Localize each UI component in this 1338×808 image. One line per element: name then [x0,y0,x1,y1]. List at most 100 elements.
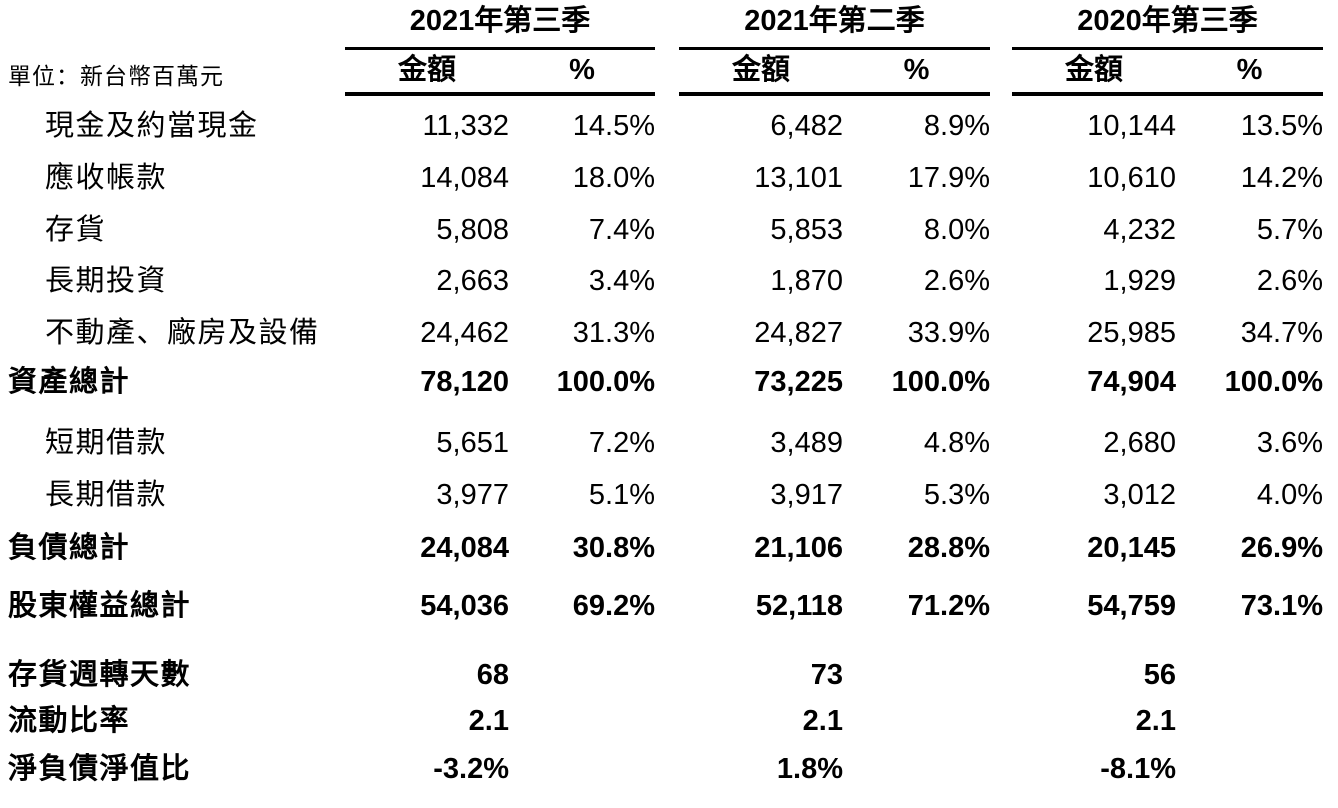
percent-value: 5.3% [923,479,990,511]
amount-value: 3,489 [770,427,843,459]
quarter-cell-group: 3,012 4.0% [1012,469,1323,521]
quarter-cell-group: 52,118 71.2% [679,580,990,632]
percent-value: 3.4% [588,265,655,297]
amount-column-header: 金額 [1064,54,1123,86]
amount-value: 2.1 [468,705,509,737]
quarter-cell-group: 14,084 18.0% [345,152,655,204]
amount-value: 1,929 [1103,265,1176,297]
row-label: 淨負債淨值比 [8,753,192,785]
header-rule-bottom [345,92,655,96]
quarter-cell-group: 1,870 2.6% [679,255,990,307]
quarter-cell-group: 3,489 4.8% [679,417,990,469]
table-row: 股東權益總計 54,036 69.2% 52,118 71.2% 54,759 … [0,580,1338,632]
percent-value: 3.6% [1256,427,1323,459]
row-label: 流動比率 [8,705,131,737]
row-label: 應收帳款 [45,162,168,194]
quarter-column-header: 2021年第三季 金額 % [345,0,655,96]
quarter-column-header: 2020年第三季 金額 % [1012,0,1323,96]
row-label: 長期投資 [45,265,168,297]
quarter-column-header: 2021年第二季 金額 % [679,0,990,96]
row-label: 不動產、廠房及設備 [45,317,320,349]
percent-value: 34.7% [1240,317,1323,349]
quarter-cell-group: 4,232 5.7% [1012,204,1323,256]
quarter-cell-group: 2,680 3.6% [1012,417,1323,469]
quarter-cell-group: 3,977 5.1% [345,469,655,521]
percent-value: 73.1% [1240,590,1323,622]
quarter-cell-group: -8.1% [1012,743,1323,795]
quarter-cell-group: 2,663 3.4% [345,255,655,307]
quarter-cell-group: 13,101 17.9% [679,152,990,204]
quarter-cell-group: 5,808 7.4% [345,204,655,256]
amount-value: 3,977 [436,479,509,511]
percent-column-header: % [903,54,930,86]
quarter-title: 2021年第二季 [744,5,925,37]
amount-value: 56 [1143,659,1176,691]
quarter-cell-group: -3.2% [345,743,655,795]
percent-value: 100.0% [1224,366,1323,398]
percent-column-header: % [569,54,595,86]
amount-value: 20,145 [1087,532,1176,564]
percent-value: 14.2% [1240,162,1323,194]
amount-value: 54,759 [1087,590,1176,622]
row-label: 長期借款 [45,479,168,511]
amount-value: 78,120 [420,366,509,398]
amount-value: 10,144 [1087,110,1176,142]
table-row: 短期借款 5,651 7.2% 3,489 4.8% 2,680 3.6% [0,417,1338,469]
amount-value: 2.1 [802,705,843,737]
amount-column-header: 金額 [397,54,456,86]
percent-value: 100.0% [556,366,655,398]
table-row: 淨負債淨值比 -3.2% 1.8% -8.1% [0,743,1338,795]
amount-value: 2,663 [436,265,509,297]
percent-value: 5.7% [1256,214,1323,246]
amount-value: 24,462 [420,317,509,349]
unit-label: 單位：新台幣百萬元 [8,63,224,89]
amount-value: 1,870 [770,265,843,297]
amount-value: 10,610 [1087,162,1176,194]
quarter-cell-group: 6,482 8.9% [679,100,990,152]
percent-value: 14.5% [572,110,655,142]
percent-value: 17.9% [907,162,990,194]
amount-value: 5,651 [436,427,509,459]
table-row: 長期借款 3,977 5.1% 3,917 5.3% 3,012 4.0% [0,469,1338,521]
table-row: 負債總計 24,084 30.8% 21,106 28.8% 20,145 26… [0,522,1338,574]
quarter-cell-group: 73 [679,649,990,701]
row-label: 股東權益總計 [8,590,192,622]
amount-value: 3,917 [770,479,843,511]
amount-value: 4,232 [1103,214,1176,246]
quarter-cell-group: 2.1 [345,695,655,747]
table-row: 資產總計 78,120 100.0% 73,225 100.0% 74,904 … [0,356,1338,408]
percent-value: 100.0% [891,366,990,398]
quarter-cell-group: 2.1 [679,695,990,747]
quarter-cell-group: 2.1 [1012,695,1323,747]
amount-value: 52,118 [755,590,843,622]
table-row: 現金及約當現金 11,332 14.5% 6,482 8.9% 10,144 1… [0,100,1338,152]
amount-value: 3,012 [1103,479,1176,511]
amount-value: 14,084 [420,162,509,194]
quarter-cell-group: 24,827 33.9% [679,307,990,359]
quarter-cell-group: 5,651 7.2% [345,417,655,469]
quarter-cell-group: 25,985 34.7% [1012,307,1323,359]
amount-value: 54,036 [420,590,509,622]
percent-value: 8.9% [923,110,990,142]
amount-value: 11,332 [422,110,509,142]
quarter-cell-group: 78,120 100.0% [345,356,655,408]
table-row: 不動產、廠房及設備 24,462 31.3% 24,827 33.9% 25,9… [0,307,1338,359]
percent-value: 71.2% [907,590,990,622]
header-rule-bottom [679,92,990,96]
amount-value: -8.1% [1100,753,1176,785]
amount-value: 2.1 [1135,705,1176,737]
row-label: 短期借款 [45,427,168,459]
row-label: 存貨 [45,214,107,246]
percent-value: 4.0% [1256,479,1323,511]
percent-value: 31.3% [572,317,655,349]
row-label: 資產總計 [8,366,131,398]
table-row: 長期投資 2,663 3.4% 1,870 2.6% 1,929 2.6% [0,255,1338,307]
percent-value: 4.8% [923,427,990,459]
quarter-cell-group: 56 [1012,649,1323,701]
quarter-title: 2020年第三季 [1077,5,1258,37]
header-rule-top [1012,47,1323,50]
percent-column-header: % [1236,54,1263,86]
quarter-cell-group: 3,917 5.3% [679,469,990,521]
header-rule-top [345,47,655,50]
